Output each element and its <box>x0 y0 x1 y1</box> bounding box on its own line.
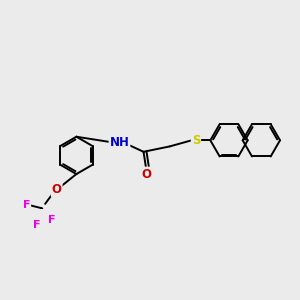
Text: O: O <box>52 183 61 196</box>
Text: S: S <box>192 134 200 147</box>
Text: NH: NH <box>110 136 129 149</box>
Text: F: F <box>48 215 56 225</box>
Text: O: O <box>141 168 152 181</box>
Text: F: F <box>23 200 30 210</box>
Text: F: F <box>34 220 41 230</box>
